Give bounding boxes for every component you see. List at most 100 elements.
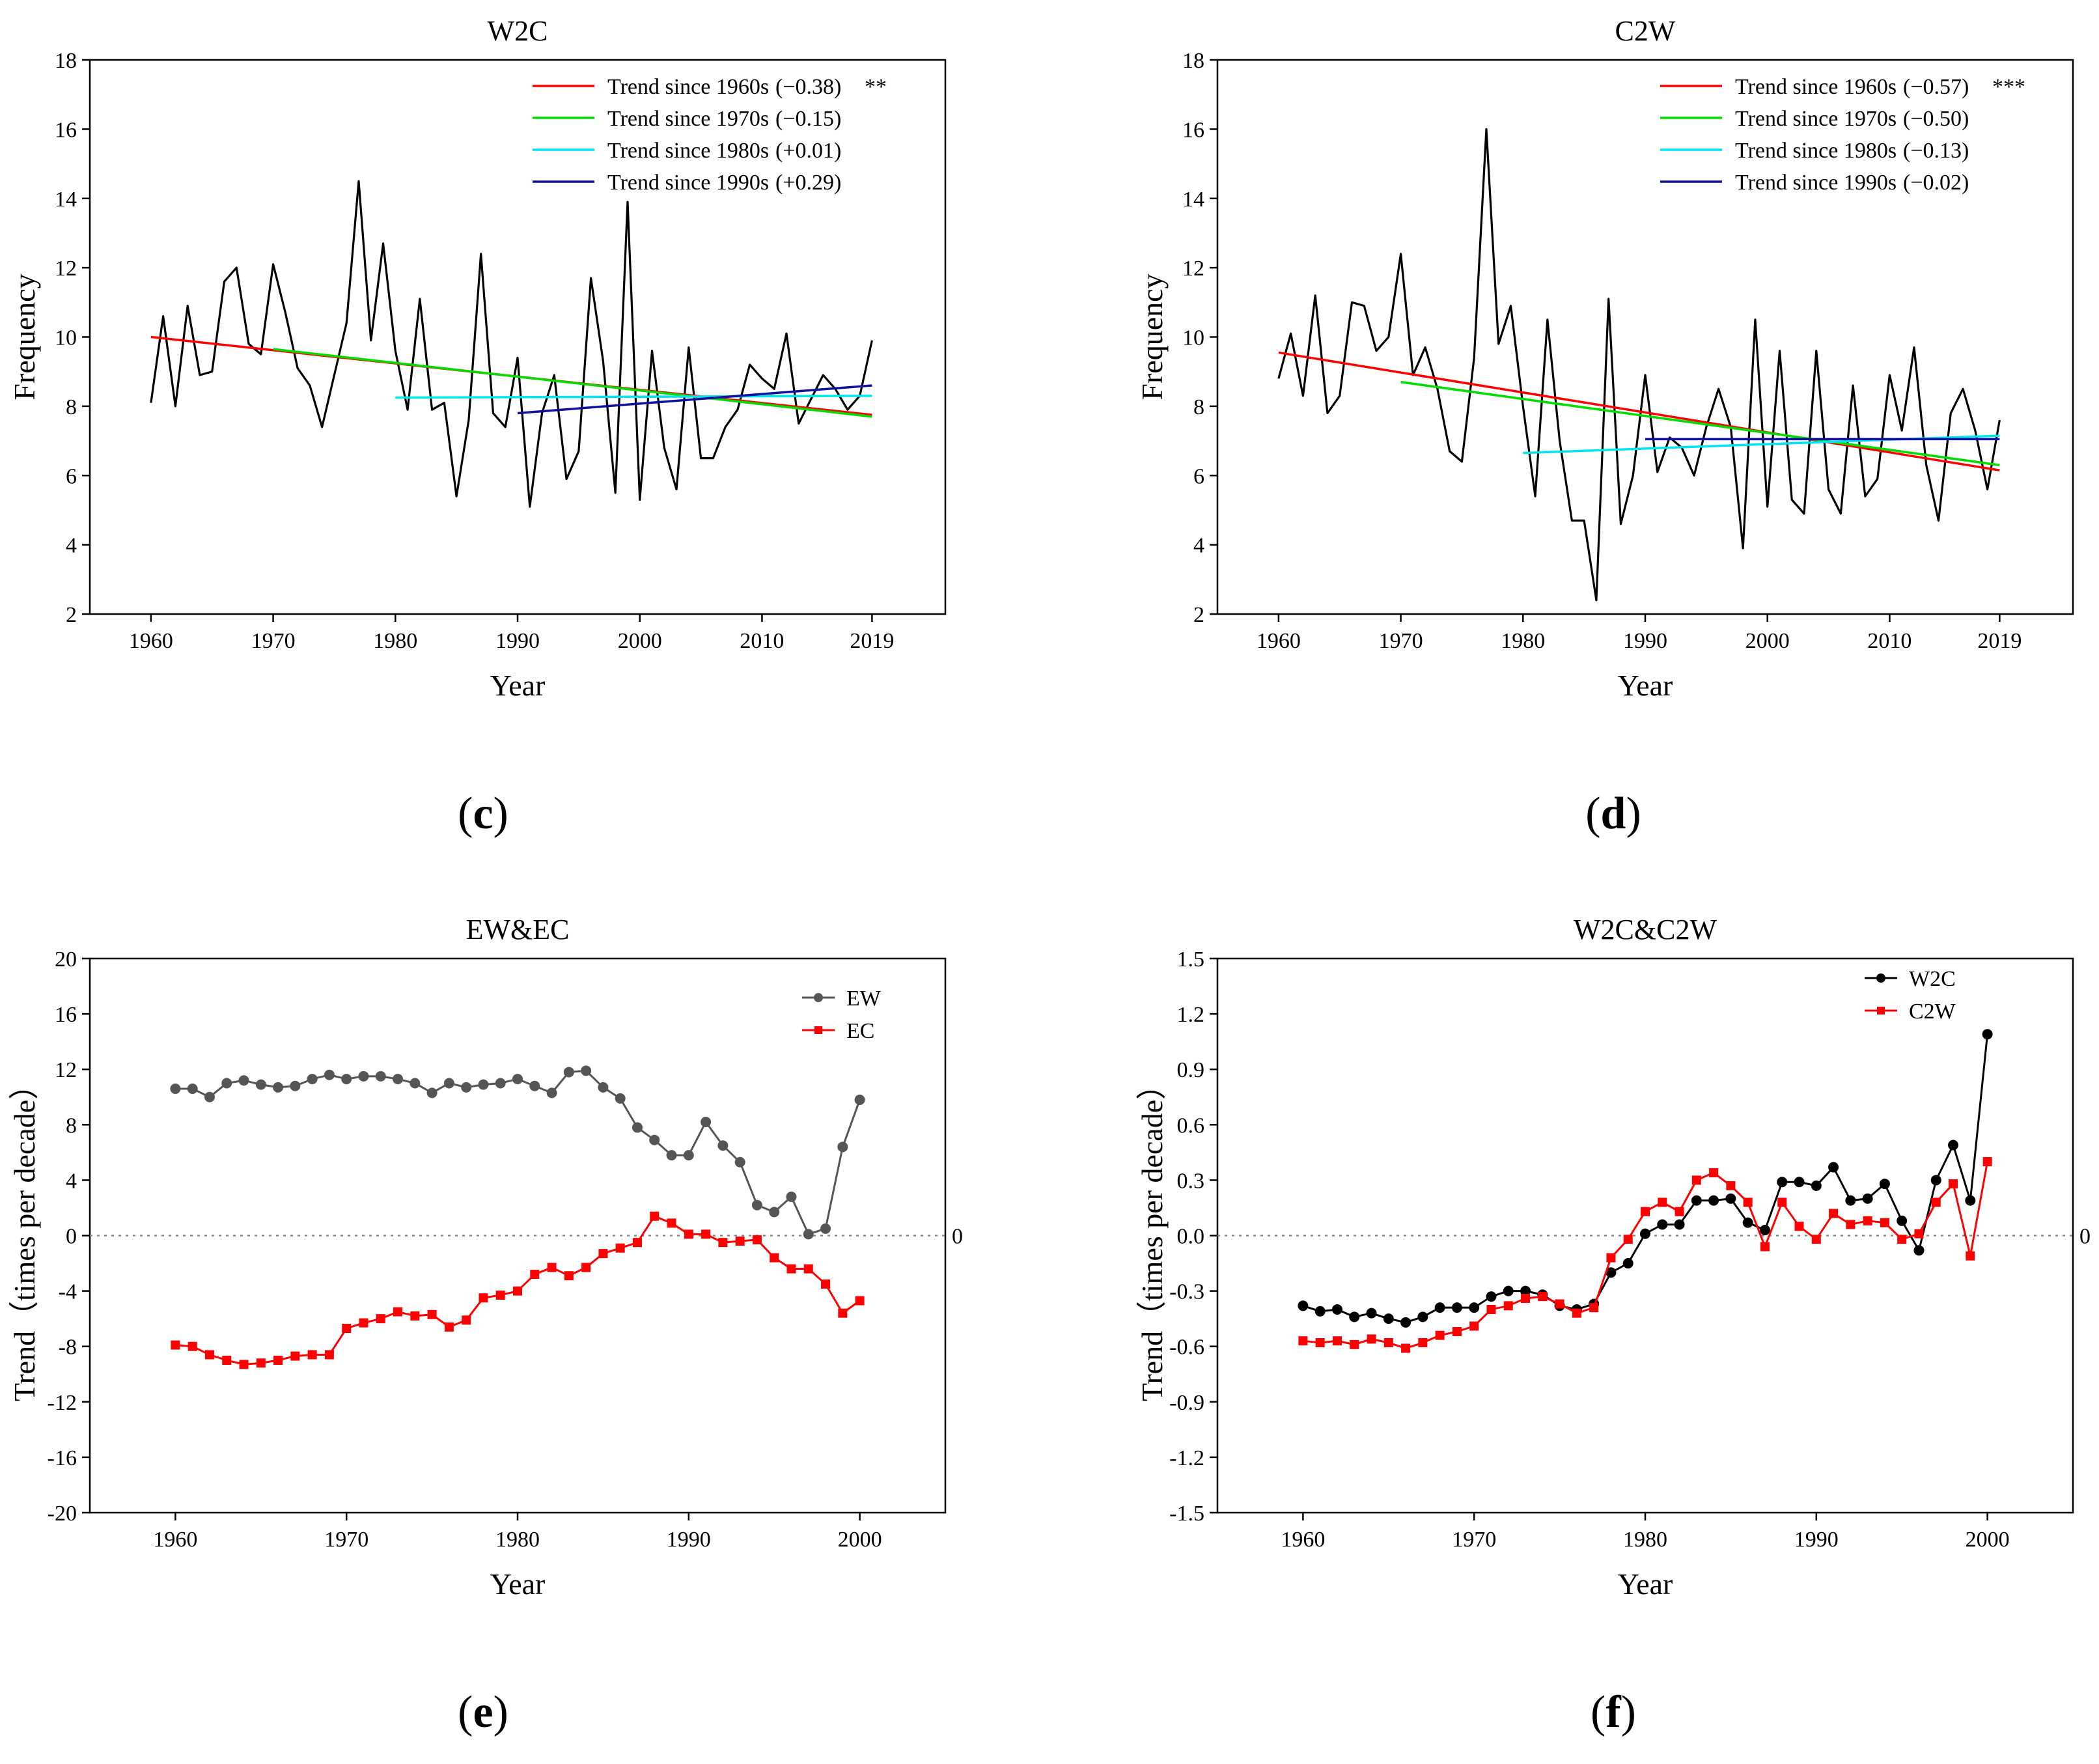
data-point <box>1811 1235 1821 1244</box>
legend-significance: *** <box>1992 75 2025 99</box>
x-axis-label: Year <box>1618 669 1673 702</box>
legend-value: (+0.01) <box>775 139 841 163</box>
data-point <box>1298 1300 1309 1311</box>
x-tick-label: 1970 <box>1452 1528 1496 1552</box>
panel-label-f: (f) <box>1591 1687 1636 1737</box>
y-axis-label: Trend（times per decade） <box>1135 1070 1169 1401</box>
x-tick-label: 1970 <box>324 1528 368 1552</box>
data-point <box>495 1290 505 1300</box>
data-point <box>427 1309 437 1319</box>
series-line-w2c <box>1302 1034 1989 1324</box>
y-tick-label: -8 <box>59 1336 77 1360</box>
y-tick-label: 16 <box>55 1003 77 1027</box>
data-point <box>1828 1162 1839 1173</box>
x-axis-label: Year <box>490 1567 546 1601</box>
data-point <box>1383 1338 1393 1348</box>
legend-value: (−0.38) <box>775 75 841 99</box>
data-point <box>786 1191 797 1202</box>
data-point <box>735 1237 745 1246</box>
data-point <box>1931 1197 1941 1207</box>
data-point <box>667 1218 676 1228</box>
legend-value: (−0.57) <box>1903 75 1969 99</box>
data-point <box>1555 1299 1564 1309</box>
x-tick-label: 1960 <box>1281 1528 1325 1552</box>
y-tick-label: 20 <box>55 947 77 972</box>
data-point <box>1982 1029 1993 1040</box>
data-point <box>273 1355 283 1365</box>
y-tick-label: -1.2 <box>1169 1446 1204 1470</box>
chart-w2c: W2C 2 4 6 8 10 12 14 16 18 1960 1970 1980 1990 2000 201… <box>8 15 947 702</box>
y-tick-label: 10 <box>1182 326 1204 350</box>
data-point <box>1315 1338 1325 1348</box>
data-point <box>393 1074 404 1085</box>
legend-value: (+0.29) <box>775 171 841 195</box>
x-tick-label: 1990 <box>1623 629 1667 653</box>
data-point <box>615 1243 625 1253</box>
data-point <box>256 1358 266 1368</box>
y-tick-label: -0.9 <box>1169 1391 1204 1415</box>
data-point <box>563 1067 574 1078</box>
data-point <box>1521 1293 1531 1303</box>
data-point <box>512 1074 523 1085</box>
data-point <box>1965 1195 1976 1206</box>
data-point <box>530 1270 540 1280</box>
data-point <box>444 1322 454 1332</box>
data-point <box>1811 1180 1822 1191</box>
data-point <box>1332 1336 1342 1346</box>
y-tick-label: 0.6 <box>1177 1113 1205 1138</box>
data-point <box>1743 1197 1753 1207</box>
y-tick-label: -0.6 <box>1169 1336 1204 1360</box>
data-point <box>221 1078 232 1089</box>
data-point <box>770 1253 779 1263</box>
data-point <box>701 1229 711 1239</box>
data-point <box>666 1150 677 1161</box>
y-tick-label: 12 <box>55 1058 77 1082</box>
y-tick-label: 18 <box>55 49 77 73</box>
data-point <box>1503 1301 1513 1311</box>
y-axis-label: Frequency <box>8 273 41 400</box>
trend-line <box>395 395 872 399</box>
data-point <box>632 1238 642 1248</box>
data-point <box>1331 1304 1342 1315</box>
data-point <box>170 1083 181 1094</box>
legend-label: Trend since 1960s <box>1735 75 1897 99</box>
data-point <box>1949 1179 1958 1189</box>
data-point <box>1725 1193 1736 1204</box>
data-point <box>1846 1220 1856 1229</box>
data-point <box>255 1079 266 1090</box>
legend-marker <box>814 993 823 1002</box>
data-point <box>290 1080 301 1091</box>
data-point <box>1434 1302 1445 1313</box>
y-tick-label: 0.3 <box>1177 1169 1205 1193</box>
legend-value: (−0.13) <box>1903 139 1969 163</box>
x-tick-label: 1980 <box>1623 1528 1667 1552</box>
data-point <box>1538 1292 1548 1302</box>
legend-label: W2C <box>1909 967 1956 991</box>
y-tick-label: 10 <box>55 326 77 350</box>
chart-c2w: C2W 2 4 6 8 10 12 14 16 18 1960 1970 1980 1990 2000 201… <box>1135 15 2074 702</box>
y-tick-label: 0 <box>66 1225 77 1249</box>
data-point <box>375 1071 386 1082</box>
data-point <box>204 1091 215 1102</box>
data-point <box>1314 1306 1326 1317</box>
plot-frame <box>89 957 947 1514</box>
data-point <box>1366 1308 1377 1319</box>
data-point <box>461 1082 472 1093</box>
data-point <box>786 1264 796 1274</box>
series-line-c2w <box>1277 128 2001 602</box>
y-tick-label: 6 <box>1193 464 1204 488</box>
data-point <box>324 1350 334 1360</box>
data-point <box>717 1140 729 1151</box>
data-point <box>615 1093 626 1104</box>
data-point <box>358 1071 369 1082</box>
x-tick-label: 2000 <box>1745 629 1790 653</box>
data-point <box>204 1350 214 1360</box>
x-tick-label: 1960 <box>1257 629 1301 653</box>
data-point <box>1623 1235 1633 1244</box>
y-tick-label: -4 <box>59 1280 77 1304</box>
y-tick-label: 8 <box>66 1113 77 1138</box>
legend-label: C2W <box>1909 1000 1956 1024</box>
x-axis-label: Year <box>490 669 546 702</box>
legend-marker <box>1876 973 1885 983</box>
data-point <box>1298 1336 1308 1346</box>
